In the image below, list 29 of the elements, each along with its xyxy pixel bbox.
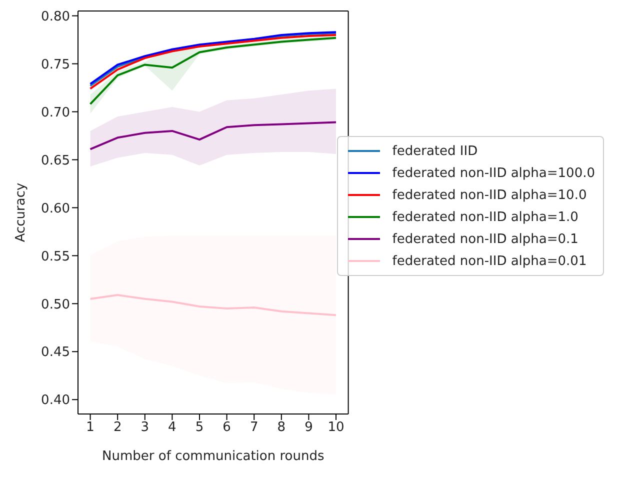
y-tick-label: 0.80 [41,9,70,24]
x-tick-label: 10 [328,420,344,436]
x-tick-label: 3 [140,420,150,436]
x-tick-label: 1 [86,420,94,436]
x-tick-label: 5 [195,420,204,436]
x-tick-label: 6 [222,420,231,436]
line-series [89,121,338,150]
y-tick-label: 0.70 [41,105,70,120]
y-axis-title: Accuracy [14,182,29,242]
x-tick-label: 8 [277,420,286,436]
y-tick-label: 0.40 [41,393,70,408]
y-tick-label: 0.65 [41,153,70,168]
legend-label: federated IID [392,144,478,158]
x-tick-label: 2 [113,420,122,436]
y-tick-label: 0.60 [41,201,70,216]
legend-label: federated non-IID alpha=1.0 [392,210,578,224]
y-tick-label: 0.55 [41,249,70,264]
legend-label: federated non-IID alpha=10.0 [392,188,587,202]
line-series [89,294,338,316]
y-tick-label: 0.75 [41,57,70,72]
y-tick-label: 0.45 [41,345,70,360]
x-tick-label: 4 [168,420,176,436]
x-axis-title: Number of communication rounds [102,449,324,464]
legend-label: federated non-IID alpha=100.0 [392,166,595,180]
x-tick-label: 7 [250,420,258,436]
legend-label: federated non-IID alpha=0.1 [392,232,578,246]
y-tick-label: 0.50 [41,297,70,312]
x-tick-label: 9 [304,420,313,436]
legend-label: federated non-IID alpha=0.01 [392,254,587,268]
